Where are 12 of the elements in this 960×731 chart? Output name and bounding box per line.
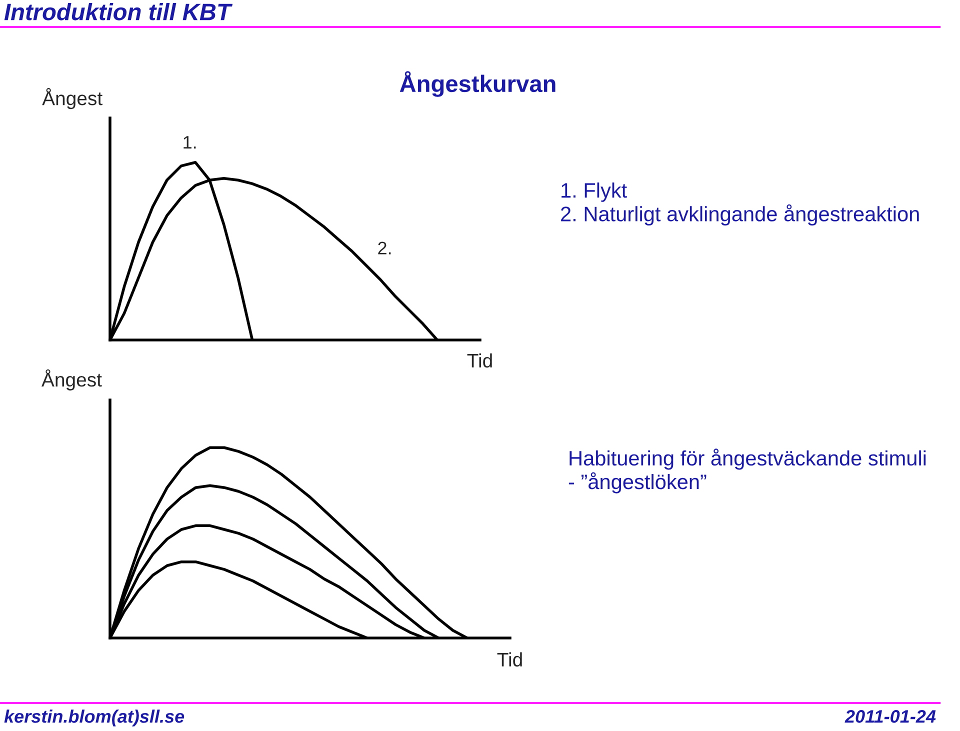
series-label: 2. [378, 242, 391, 254]
y-axis-title: Ångest [42, 88, 102, 110]
series-label: 1. [184, 136, 196, 149]
x-axis-title: Tid [467, 353, 492, 368]
chart-title: Ångestkurvan [400, 71, 556, 97]
text: Introduktion till KBT [4, 2, 233, 20]
text: 1. Flykt 2. Naturligt avklingande ångestreaktion [561, 182, 919, 226]
text: kerstin.blom(at)sll.se [4, 710, 184, 726]
text: 2011-01-24 [844, 710, 936, 723]
text: Habituering för ångestväckande stimuli - ”ångestlöken” [568, 448, 926, 494]
y-axis-title: Ångest [42, 369, 102, 390]
x-axis-title: Tid [497, 652, 522, 667]
